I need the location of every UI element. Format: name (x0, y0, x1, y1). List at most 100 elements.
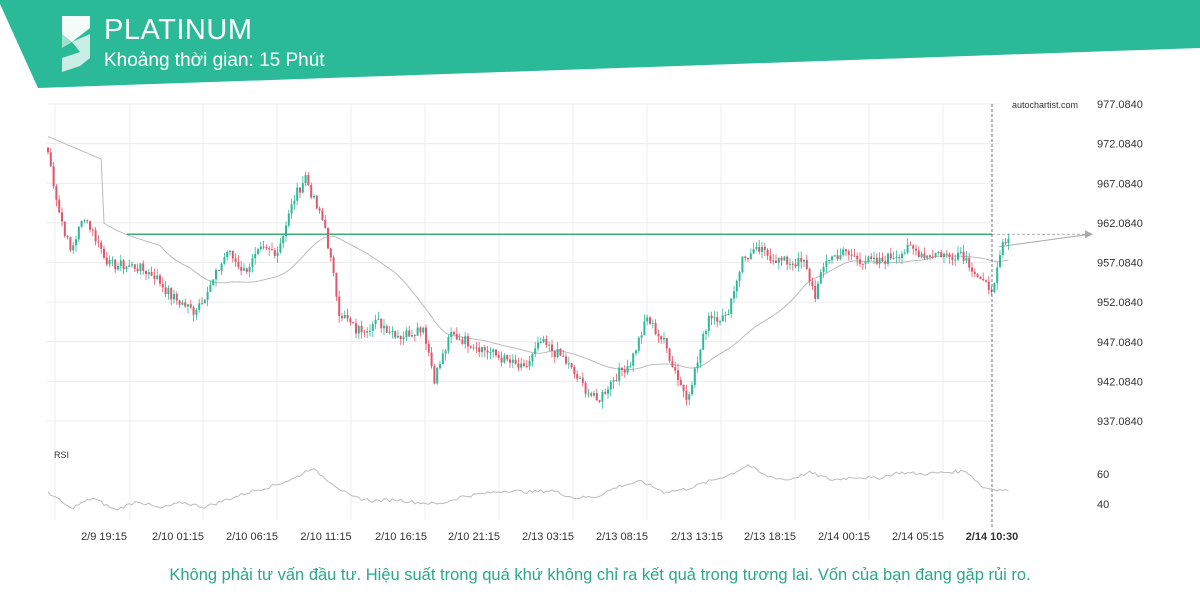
candle-body (618, 367, 621, 381)
candle-body (587, 393, 590, 395)
x-tick-label: 2/13 08:15 (596, 531, 648, 543)
candle-body (615, 380, 618, 382)
candle-body (251, 258, 254, 268)
candle-body (299, 187, 301, 193)
candle-body (346, 315, 349, 319)
candle-body (310, 185, 313, 198)
candle-body (783, 256, 786, 261)
candle-body (352, 322, 355, 324)
candle-body (517, 363, 520, 368)
candle-body (870, 256, 873, 260)
candle-body (436, 367, 439, 384)
candle-body (161, 283, 164, 288)
candle-body (962, 251, 965, 261)
candle-body (103, 248, 105, 258)
candle-body (458, 339, 461, 341)
y-axis: 977.0840 972.0840 967.0840 962.0840 957.0840… (1097, 99, 1143, 428)
candle-body (609, 381, 612, 390)
candle-body (388, 331, 391, 333)
candle-body (640, 335, 643, 338)
candle-body (940, 252, 943, 258)
x-tick-label: 2/10 16:15 (375, 531, 427, 543)
candle-body (937, 252, 940, 254)
candle-body (405, 330, 408, 338)
rsi-tick-label: 40 (1097, 499, 1109, 511)
candle-body (133, 264, 136, 269)
candle-body (374, 319, 377, 325)
candle-body (786, 256, 789, 265)
x-tick-label: 2/10 11:15 (300, 531, 351, 543)
y-tick-label: 977.0840 (1097, 99, 1143, 111)
candle-body (934, 253, 937, 257)
candle-body (632, 353, 635, 366)
candle-body (61, 212, 63, 222)
candle-body (481, 347, 483, 353)
candle-body (296, 187, 299, 201)
x-tick-label: 2/13 18:15 (744, 531, 796, 543)
x-tick-label: 2/13 13:15 (671, 531, 723, 543)
candle-body (447, 336, 450, 351)
candle-body (881, 257, 884, 262)
candle-body (775, 260, 777, 263)
candle-body (780, 257, 783, 261)
candle-body (651, 322, 654, 324)
candle-body (898, 257, 901, 259)
x-tick-label: 2/10 06:15 (226, 531, 278, 543)
candle-body (341, 315, 343, 318)
candle-body (357, 325, 360, 334)
candle-body (878, 257, 881, 264)
candle-body (982, 278, 985, 281)
x-tick-label: 2/14 05:15 (892, 531, 944, 543)
candle-body (66, 236, 69, 238)
candle-body (976, 273, 979, 277)
candle-body (268, 248, 271, 250)
candle-body (125, 266, 128, 270)
candle-body (139, 263, 142, 272)
interval-subtitle: Khoảng thời gian: 15 Phút (104, 50, 325, 71)
candle-body (803, 259, 805, 262)
candle-body (212, 279, 215, 285)
candle-body (173, 293, 175, 300)
candle-body (747, 257, 749, 260)
candle-body (845, 249, 847, 252)
candle-body (495, 349, 497, 356)
candle-body (699, 349, 702, 363)
candle-body (377, 318, 380, 320)
candle-body (259, 246, 262, 250)
candle-body (248, 267, 251, 272)
candle-body (903, 252, 906, 254)
autochartist-s-logo-icon (62, 16, 90, 72)
candle-body (520, 363, 523, 368)
candle-body (850, 254, 853, 256)
candle-body (301, 183, 304, 193)
candle-body (811, 281, 814, 286)
candlesticks (47, 147, 1010, 409)
candle-body (920, 253, 923, 258)
candle-body (612, 380, 615, 382)
candle-body (97, 241, 100, 243)
rsi-tick-label: 60 (1097, 469, 1109, 481)
candle-body (1007, 238, 1010, 244)
candle-body (595, 393, 598, 401)
candle-body (262, 246, 265, 248)
candle-body (825, 261, 828, 267)
candle-body (111, 259, 114, 261)
candle-body (315, 195, 318, 209)
candle-body (895, 257, 898, 259)
candle-body (464, 336, 467, 344)
candle-body (86, 220, 89, 222)
candle-body (523, 363, 525, 366)
candle-body (688, 394, 691, 400)
candle-body (142, 263, 145, 271)
candle-body (859, 259, 861, 264)
candle-body (254, 253, 257, 259)
disclaimer-text: Không phải tư vấn đầu tư. Hiệu suất tron… (169, 566, 1031, 584)
candle-body (842, 249, 845, 256)
candle-body (321, 210, 324, 220)
candle-body (153, 275, 156, 279)
candle-body (909, 244, 912, 246)
candle-body (856, 255, 859, 260)
candle-body (985, 280, 987, 282)
candle-body (271, 249, 273, 251)
candle-body (993, 283, 996, 293)
